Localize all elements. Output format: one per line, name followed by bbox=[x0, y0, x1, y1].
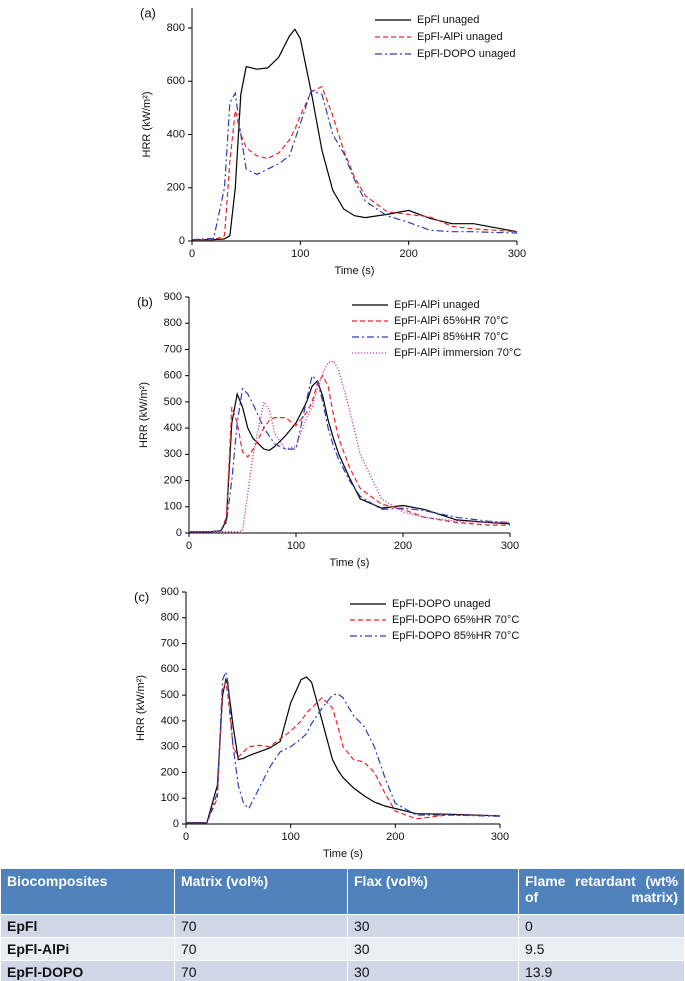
x-tick-label: 0 bbox=[186, 540, 192, 552]
panel-label: (b) bbox=[137, 294, 153, 309]
y-tick-label: 400 bbox=[167, 128, 185, 140]
x-tick-label: 100 bbox=[281, 831, 299, 843]
y-tick-label: 800 bbox=[167, 22, 185, 34]
legend-label: EpFl-AlPi 65%HR 70°C bbox=[394, 315, 508, 327]
header-row: Biocomposites Matrix (vol%) Flax (vol%) … bbox=[0, 868, 685, 915]
legend-label: EpFl-AlPi immersion 70°C bbox=[394, 347, 521, 359]
y-tick-label: 500 bbox=[164, 396, 182, 408]
y-tick-label: 400 bbox=[164, 422, 182, 434]
x-tick-label: 200 bbox=[386, 831, 404, 843]
x-tick-label: 300 bbox=[501, 540, 519, 552]
legend-label: EpFl-AlPi unaged bbox=[394, 299, 480, 311]
x-tick-label: 100 bbox=[287, 540, 305, 552]
panel-label: (c) bbox=[134, 589, 149, 604]
y-tick-label: 100 bbox=[161, 792, 179, 804]
series-line bbox=[186, 680, 501, 824]
series-line bbox=[186, 669, 501, 824]
header-cell: Matrix (vol%) bbox=[174, 868, 348, 915]
charts: 0 200 400 600 800 0 100 200 300 Time (s) HRR (kW/m… bbox=[134, 5, 526, 860]
x-tick-label: 300 bbox=[491, 831, 509, 843]
y-tick-label: 0 bbox=[176, 527, 182, 539]
composition-table: Biocomposites Matrix (vol%) Flax (vol%) … bbox=[0, 868, 685, 981]
y-tick-label: 900 bbox=[164, 291, 182, 303]
y-tick-label: 700 bbox=[161, 637, 179, 649]
x-tick-label: 200 bbox=[394, 540, 412, 552]
table-row: EpFl 70 30 0 bbox=[0, 914, 685, 938]
y-tick-label: 700 bbox=[164, 343, 182, 355]
x-tick-label: 100 bbox=[291, 248, 309, 260]
x-axis-label: Time (s) bbox=[323, 848, 363, 860]
table-cell: EpFl-DOPO bbox=[0, 960, 175, 981]
legend-label: EpFl-DOPO 65%HR 70°C bbox=[392, 614, 519, 626]
y-tick-label: 300 bbox=[161, 741, 179, 753]
y-tick-label: 600 bbox=[167, 75, 185, 87]
y-tick-label: 500 bbox=[161, 689, 179, 701]
x-tick-label: 0 bbox=[189, 248, 195, 260]
y-tick-label: 0 bbox=[173, 818, 179, 830]
table-cell: 0 bbox=[518, 914, 685, 938]
table-cell: 30 bbox=[347, 914, 519, 938]
series-line bbox=[189, 374, 510, 533]
table-cell: EpFl bbox=[0, 914, 175, 938]
table-cell: 70 bbox=[174, 960, 348, 981]
y-axis-label: HRR (kW/m²) bbox=[135, 675, 147, 741]
table-cell: 30 bbox=[347, 937, 519, 961]
table-cell: 9.5 bbox=[518, 937, 685, 961]
series-line bbox=[192, 85, 518, 241]
table-cell: 13.9 bbox=[518, 960, 685, 981]
series-line bbox=[189, 379, 511, 533]
x-axis-label: Time (s) bbox=[335, 265, 375, 277]
header-cell: Flax (vol%) bbox=[347, 868, 519, 915]
y-tick-label: 800 bbox=[161, 612, 179, 624]
table-row: EpFl-AlPi 70 30 9.5 bbox=[0, 937, 685, 961]
header-cell: Biocomposites bbox=[0, 868, 175, 915]
y-tick-label: 200 bbox=[161, 766, 179, 778]
y-tick-label: 600 bbox=[161, 663, 179, 675]
legend-label: EpFl-DOPO 85%HR 70°C bbox=[392, 630, 519, 642]
x-axis-label: Time (s) bbox=[330, 557, 370, 569]
y-axis-label: HRR (kW/m²) bbox=[141, 92, 153, 158]
y-tick-label: 900 bbox=[161, 586, 179, 598]
y-tick-label: 800 bbox=[164, 317, 182, 329]
legend-label: EpFl-DOPO unaged bbox=[417, 48, 515, 60]
series-line bbox=[192, 28, 518, 241]
x-tick-label: 0 bbox=[183, 831, 189, 843]
y-tick-label: 200 bbox=[167, 182, 185, 194]
panel-label: (a) bbox=[140, 5, 156, 20]
y-tick-label: 200 bbox=[164, 474, 182, 486]
header-cell: Flame retardant (wt% of matrix) bbox=[518, 868, 685, 915]
y-tick-label: 100 bbox=[164, 501, 182, 513]
y-tick-label: 400 bbox=[161, 715, 179, 727]
legend-label: EpFl-DOPO unaged bbox=[392, 598, 490, 610]
series-line bbox=[189, 360, 510, 533]
series-line bbox=[191, 89, 518, 241]
y-tick-label: 300 bbox=[164, 448, 182, 460]
table-row: EpFl-DOPO 70 30 13.9 bbox=[0, 960, 685, 981]
table-cell: 30 bbox=[347, 960, 519, 981]
table-cell: 70 bbox=[174, 914, 348, 938]
table-cell: EpFl-AlPi bbox=[0, 937, 175, 961]
y-tick-label: 600 bbox=[164, 370, 182, 382]
table-cell: 70 bbox=[174, 937, 348, 961]
legend-label: EpFl unaged bbox=[417, 14, 479, 26]
y-tick-label: 0 bbox=[179, 235, 185, 247]
legend-label: EpFl-AlPi 85%HR 70°C bbox=[394, 331, 508, 343]
series-line bbox=[186, 676, 501, 824]
y-axis-label: HRR (kW/m²) bbox=[138, 382, 150, 448]
x-tick-label: 200 bbox=[399, 248, 417, 260]
x-tick-label: 300 bbox=[508, 248, 526, 260]
legend-label: EpFl-AlPi unaged bbox=[417, 31, 503, 43]
series-line bbox=[189, 374, 511, 533]
